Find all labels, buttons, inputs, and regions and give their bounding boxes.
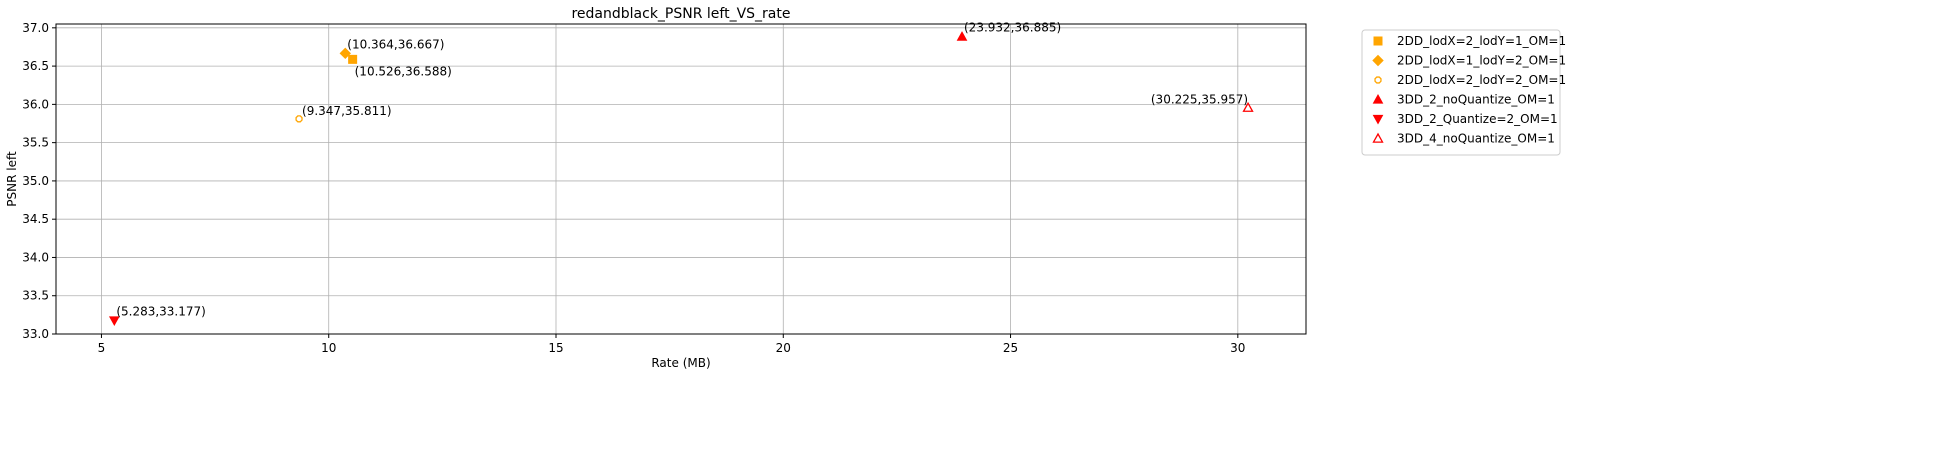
- legend-entry: 2DD_lodX=2_lodY=2_OM=1: [1397, 73, 1566, 87]
- y-tick-label: 37.0: [22, 21, 49, 35]
- chart-title: redandblack_PSNR left_VS_rate: [571, 6, 790, 22]
- legend: 2DD_lodX=2_lodY=1_OM=1 2DD_lodX=1_lodY=2_…: [1361, 29, 1566, 156]
- data-point: [348, 54, 358, 64]
- plot-area-frame: [55, 23, 1307, 335]
- x-tick-label: 15: [548, 341, 563, 355]
- x-tick-label: 10: [321, 341, 336, 355]
- data-point: [339, 47, 351, 60]
- x-tick-label: 20: [776, 341, 791, 355]
- x-tick-label: 25: [1003, 341, 1018, 355]
- data-point: [1242, 101, 1254, 112]
- y-axis-label: PSNR left: [5, 151, 19, 207]
- legend-entry: 2DD_lodX=1_lodY=2_OM=1: [1397, 54, 1566, 68]
- data-label: (9.347,35.811): [302, 104, 392, 118]
- y-tick-label: 36.0: [22, 97, 49, 111]
- data-point: [295, 115, 303, 123]
- data-points: [108, 31, 1254, 326]
- legend-marker: [1373, 36, 1383, 46]
- data-point: [956, 31, 968, 41]
- legend-box: [1361, 29, 1561, 156]
- y-tick-label: 35.5: [22, 136, 49, 150]
- y-tick-label: 34.5: [22, 212, 49, 226]
- legend-marker: [1374, 76, 1382, 84]
- y-tick-label: 34.0: [22, 250, 49, 264]
- y-tick-label: 33.0: [22, 327, 49, 341]
- data-point: [108, 316, 120, 326]
- legend-marker: [1372, 114, 1384, 125]
- legend-marker: [1372, 132, 1384, 143]
- legend-entry: 3DD_4_noQuantize_OM=1: [1397, 132, 1555, 146]
- data-label: (23.932,36.885): [964, 21, 1061, 35]
- data-label: (10.364,36.667): [347, 37, 444, 51]
- legend-entry: 3DD_2_Quantize=2_OM=1: [1397, 112, 1558, 126]
- legend-marker: [1372, 54, 1384, 67]
- legend-entry: 2DD_lodX=2_lodY=1_OM=1: [1397, 34, 1566, 48]
- x-tick-label: 5: [98, 341, 106, 355]
- grid-lines: [56, 24, 1306, 335]
- data-label: (10.526,36.588): [355, 64, 452, 78]
- legend-marker: [1372, 93, 1384, 104]
- legend-entry: 3DD_2_noQuantize_OM=1: [1397, 93, 1555, 107]
- data-label: (5.283,33.177): [116, 304, 206, 318]
- x-axis-label: Rate (MB): [651, 356, 710, 370]
- x-tick-label: 30: [1230, 341, 1245, 355]
- data-label: (30.225,35.957): [1151, 93, 1248, 107]
- data-labels: (10.526,36.588) (10.364,36.667) (9.347,35.…: [116, 21, 1248, 319]
- y-tick-label: 33.5: [22, 289, 49, 303]
- y-tick-label: 36.5: [22, 59, 49, 73]
- axis-ticks: 5 10 15 20 25 30 33.0 33.5 34.0 34.5 35.0 35.5 36.0 3…: [22, 21, 1245, 355]
- y-tick-label: 35.0: [22, 174, 49, 188]
